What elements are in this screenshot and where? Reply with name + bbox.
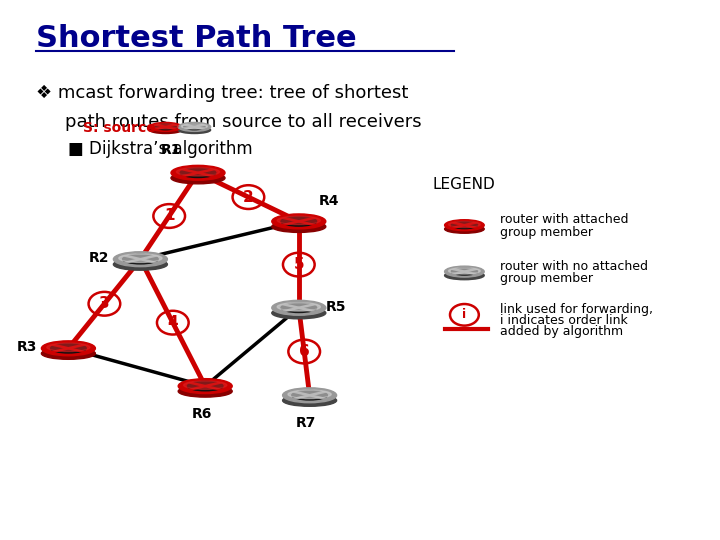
Text: ❖ mcast forwarding tree: tree of shortest: ❖ mcast forwarding tree: tree of shortes… (36, 84, 408, 102)
Ellipse shape (444, 271, 485, 280)
Text: R2: R2 (89, 251, 109, 265)
Text: LEGEND: LEGEND (432, 177, 495, 192)
Ellipse shape (42, 348, 95, 359)
Ellipse shape (179, 379, 232, 394)
Ellipse shape (184, 124, 205, 130)
Text: R3: R3 (17, 340, 37, 354)
Text: link used for forwarding,: link used for forwarding, (500, 303, 654, 316)
Text: 5: 5 (294, 257, 304, 272)
Ellipse shape (277, 302, 320, 311)
Ellipse shape (187, 381, 223, 391)
Ellipse shape (171, 165, 225, 180)
Text: ■ Dijkstra’s algorithm: ■ Dijkstra’s algorithm (68, 140, 253, 158)
Ellipse shape (444, 266, 485, 277)
Text: 4: 4 (168, 315, 178, 330)
Text: i indicates order link: i indicates order link (500, 314, 628, 327)
Ellipse shape (150, 123, 181, 131)
Ellipse shape (114, 252, 167, 267)
Ellipse shape (449, 268, 480, 274)
Ellipse shape (449, 221, 480, 227)
Text: added by algorithm: added by algorithm (500, 325, 624, 338)
Ellipse shape (150, 126, 181, 133)
Text: R7: R7 (296, 416, 316, 430)
Ellipse shape (180, 168, 216, 178)
Text: router with attached: router with attached (500, 213, 629, 226)
Ellipse shape (444, 225, 485, 233)
Ellipse shape (272, 214, 325, 229)
Text: group member: group member (500, 226, 593, 239)
Ellipse shape (283, 388, 337, 403)
Ellipse shape (272, 300, 325, 315)
Ellipse shape (292, 390, 328, 400)
Ellipse shape (171, 172, 225, 184)
Ellipse shape (277, 216, 320, 225)
Ellipse shape (179, 386, 232, 397)
Ellipse shape (451, 268, 477, 275)
Ellipse shape (47, 343, 90, 352)
Text: Shortest Path Tree: Shortest Path Tree (36, 24, 356, 53)
Text: 2: 2 (243, 190, 253, 205)
Ellipse shape (50, 343, 86, 353)
Ellipse shape (181, 124, 207, 129)
Ellipse shape (288, 390, 331, 399)
Ellipse shape (114, 259, 167, 270)
Text: path routes from source to all receivers: path routes from source to all receivers (65, 113, 421, 131)
Text: router with no attached: router with no attached (500, 260, 649, 273)
Ellipse shape (176, 167, 220, 176)
Text: R4: R4 (319, 194, 339, 208)
Text: i: i (462, 308, 467, 321)
Text: R6: R6 (192, 407, 212, 421)
Ellipse shape (283, 395, 337, 406)
Ellipse shape (42, 341, 95, 356)
Text: 1: 1 (164, 208, 174, 224)
Ellipse shape (451, 222, 477, 228)
Ellipse shape (444, 220, 485, 231)
Ellipse shape (281, 303, 317, 313)
Text: 6: 6 (299, 344, 310, 359)
Ellipse shape (179, 126, 210, 133)
Ellipse shape (281, 217, 317, 226)
Text: S: source: S: source (83, 122, 156, 136)
Ellipse shape (153, 124, 179, 129)
Ellipse shape (272, 221, 325, 232)
Ellipse shape (272, 307, 325, 319)
Ellipse shape (122, 254, 158, 264)
Text: group member: group member (500, 272, 593, 285)
Ellipse shape (184, 381, 227, 389)
Ellipse shape (179, 123, 210, 131)
Text: R1: R1 (161, 143, 181, 157)
Text: 3: 3 (99, 296, 109, 311)
Ellipse shape (155, 124, 176, 130)
Ellipse shape (119, 254, 162, 262)
Text: R5: R5 (326, 300, 346, 314)
